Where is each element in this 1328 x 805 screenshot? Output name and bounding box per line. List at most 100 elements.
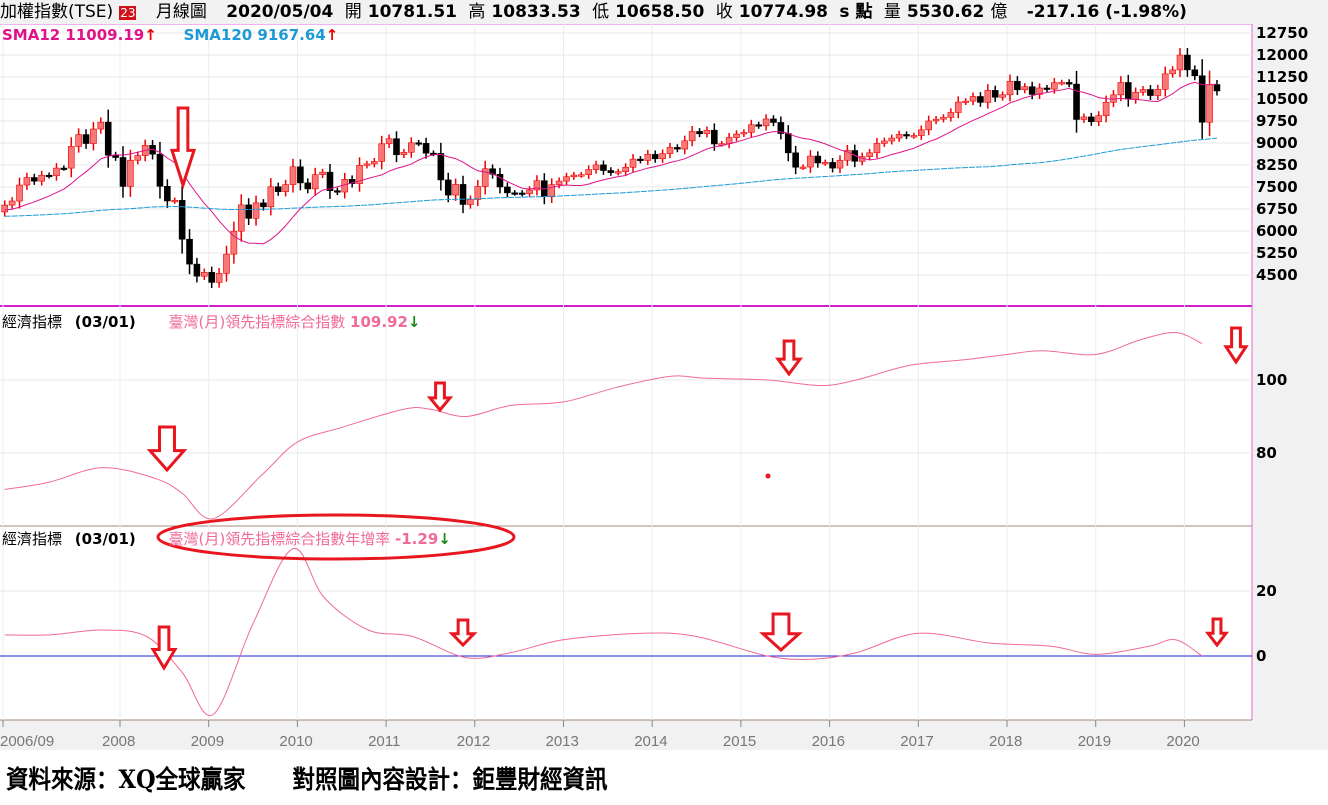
candle-down bbox=[991, 90, 999, 98]
close-label: 收 bbox=[715, 2, 733, 22]
series-value: -1.29 bbox=[395, 530, 439, 548]
candle-down bbox=[422, 143, 430, 154]
candle-up bbox=[1058, 82, 1066, 85]
candle-up bbox=[740, 132, 748, 135]
candle-down bbox=[511, 192, 519, 195]
candle-down bbox=[459, 184, 467, 205]
candle-down bbox=[304, 182, 312, 190]
candle-up bbox=[747, 124, 755, 133]
candle-up bbox=[866, 152, 873, 157]
candle-down bbox=[784, 133, 792, 154]
arrow-down-icon: ↓ bbox=[407, 313, 421, 331]
candle-down bbox=[82, 134, 90, 144]
candle-up bbox=[201, 272, 208, 277]
y-tick-label: 4500 bbox=[1256, 266, 1298, 284]
highlight-ellipse-annotation bbox=[156, 513, 516, 561]
candle-down bbox=[711, 129, 718, 145]
down-arrow-annotation-icon bbox=[1223, 326, 1249, 365]
candle-up bbox=[1139, 89, 1147, 93]
candle-down bbox=[156, 153, 164, 187]
arrow-up-icon: ↑ bbox=[144, 26, 157, 44]
panel-name: 經濟指標 bbox=[2, 530, 63, 548]
candle-up bbox=[762, 118, 770, 127]
candle-up bbox=[90, 128, 97, 144]
candle-up bbox=[910, 135, 918, 138]
candle-down bbox=[674, 147, 681, 150]
y-tick-label: 6750 bbox=[1256, 200, 1298, 218]
low-value: 10658.50 bbox=[615, 2, 705, 22]
panel-date: (03/01) bbox=[74, 313, 136, 331]
candle-down bbox=[518, 192, 526, 195]
candle-up bbox=[984, 90, 992, 103]
y-tick-label: 9750 bbox=[1256, 112, 1298, 130]
candle-up bbox=[555, 180, 563, 185]
candle-down bbox=[30, 177, 38, 182]
x-tick-label: 2008 bbox=[102, 733, 136, 750]
y-tick-label: 7500 bbox=[1256, 178, 1298, 196]
candle-up bbox=[97, 121, 105, 130]
period-label[interactable]: 月線圖 bbox=[155, 2, 207, 22]
x-tick-label: 2009 bbox=[190, 733, 225, 750]
down-arrow-annotation-icon bbox=[448, 618, 478, 648]
candle-up bbox=[592, 164, 600, 170]
x-tick-label: 2014 bbox=[634, 733, 668, 750]
candle-down bbox=[770, 118, 777, 123]
candle-up bbox=[311, 174, 319, 190]
candle-up bbox=[999, 94, 1006, 98]
candle-down bbox=[393, 138, 400, 156]
high-value: 10833.53 bbox=[491, 2, 581, 22]
candle-up bbox=[282, 184, 289, 192]
candle-down bbox=[1213, 84, 1221, 92]
candle-up bbox=[1051, 82, 1058, 90]
candle-up bbox=[836, 159, 844, 169]
candle-up bbox=[533, 180, 541, 191]
y-tick-label: 100 bbox=[1256, 371, 1288, 389]
candle-up bbox=[171, 200, 179, 203]
candle-up bbox=[267, 186, 275, 208]
chart-canvas[interactable] bbox=[0, 0, 1328, 750]
down-arrow-annotation-icon bbox=[169, 106, 197, 190]
candle-down bbox=[437, 153, 445, 181]
candle-down bbox=[274, 186, 282, 192]
candle-up bbox=[407, 142, 415, 153]
candle-up bbox=[526, 189, 533, 195]
time-axis-background bbox=[0, 720, 1328, 750]
candle-down bbox=[1124, 82, 1132, 100]
x-tick-label: 2015 bbox=[722, 733, 757, 750]
volume-label: 量 bbox=[883, 2, 901, 22]
candle-down bbox=[814, 155, 822, 164]
y-tick-label: 12000 bbox=[1256, 46, 1309, 64]
panel-name: 經濟指標 bbox=[2, 313, 63, 331]
candle-up bbox=[8, 200, 16, 206]
candle-down bbox=[208, 272, 215, 283]
candle-up bbox=[1206, 84, 1213, 123]
arrow-down-icon: ↓ bbox=[438, 530, 451, 548]
candle-down bbox=[1014, 80, 1021, 91]
candle-down bbox=[637, 158, 644, 161]
x-tick-label: 2013 bbox=[545, 733, 579, 750]
sma12-line bbox=[4, 81, 1218, 245]
sma-legend: SMA12 11009.19↑ SMA120 9167.64↑ bbox=[2, 26, 338, 44]
series-name: 臺灣(月)領先指標綜合指數 bbox=[168, 313, 346, 331]
candle-up bbox=[1102, 101, 1110, 116]
y-tick-label: 80 bbox=[1256, 444, 1277, 462]
candle-up bbox=[873, 143, 881, 154]
down-arrow-annotation-icon bbox=[426, 381, 454, 413]
arrow-up-icon: ↑ bbox=[325, 26, 339, 44]
candle-up bbox=[23, 177, 31, 186]
series-name: 臺灣(月)領先指標綜合指數年增率 bbox=[168, 530, 391, 548]
candle-up bbox=[452, 184, 459, 196]
candle-up bbox=[940, 117, 947, 120]
candle-down bbox=[651, 154, 659, 160]
candle-down bbox=[178, 200, 186, 240]
x-tick-label: 2018 bbox=[989, 733, 1023, 750]
instrument-title[interactable]: 加權指數(TSE) bbox=[0, 2, 114, 22]
candle-up bbox=[1161, 73, 1169, 90]
candle-up bbox=[947, 112, 955, 118]
candle-up bbox=[1080, 116, 1088, 120]
candle-up bbox=[659, 153, 666, 160]
x-tick-label: 2011 bbox=[368, 733, 401, 750]
candle-up bbox=[1169, 69, 1176, 75]
volume-value: 5530.62 bbox=[906, 2, 985, 22]
panel-date: (03/01) bbox=[74, 530, 136, 548]
